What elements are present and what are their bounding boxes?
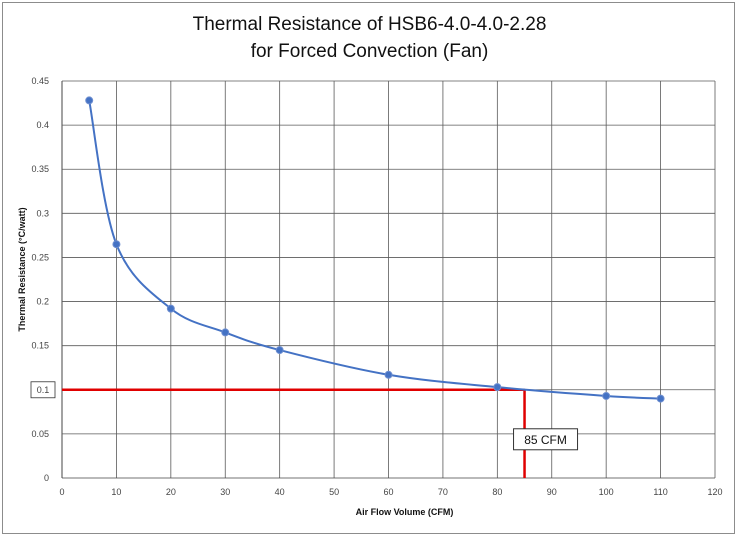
- x-tick-labels: 0 10 20 30 40 50 60 70 80 90 100 110 120: [59, 487, 722, 497]
- y-tick-labels: 0 0.05 0.15 0.2 0.25 0.3 0.35 0.4 0.45: [31, 76, 49, 483]
- x-tick-label: 90: [547, 487, 557, 497]
- data-point: [493, 383, 502, 392]
- x-tick-label: 70: [438, 487, 448, 497]
- chart-title: Thermal Resistance of HSB6-4.0-4.0-2.28: [192, 14, 547, 35]
- x-tick-label: 120: [707, 487, 722, 497]
- x-tick-label: 80: [492, 487, 502, 497]
- data-point: [112, 240, 121, 249]
- data-point: [602, 391, 611, 400]
- callout-label: 85 CFM: [524, 433, 567, 447]
- x-tick-label: 100: [599, 487, 614, 497]
- callout-box: [513, 428, 579, 451]
- x-tick-label: 50: [329, 487, 339, 497]
- x-tick-label: 0: [59, 487, 64, 497]
- reference-y-label: 0.1: [37, 385, 50, 395]
- data-point: [166, 304, 175, 313]
- x-tick-label: 60: [383, 487, 393, 497]
- x-tick-label: 30: [220, 487, 230, 497]
- y-tick-label: 0.4: [36, 120, 49, 130]
- y-tick-label: 0.05: [31, 429, 49, 439]
- series-line: [88, 100, 661, 400]
- y-axis-title: Thermal Resistance (°C/watt): [17, 207, 27, 331]
- grid-lines: [61, 80, 716, 479]
- y-tick-label: 0.2: [36, 297, 49, 307]
- x-tick-label: 20: [166, 487, 176, 497]
- reference-lines: 0.1 85 CFM: [30, 381, 579, 478]
- x-tick-label: 10: [111, 487, 121, 497]
- y-tick-label: 0.15: [31, 341, 49, 351]
- data-point: [656, 394, 665, 403]
- y-tick-label: 0.45: [31, 76, 49, 86]
- x-axis-title: Air Flow Volume (CFM): [356, 507, 454, 517]
- data-point: [384, 370, 393, 379]
- y-tick-label: 0.35: [31, 164, 49, 174]
- data-point: [221, 328, 230, 337]
- y-tick-label: 0: [44, 473, 49, 483]
- data-series: [85, 96, 665, 403]
- chart-subtitle: for Forced Convection (Fan): [250, 41, 489, 62]
- data-point: [275, 346, 284, 355]
- reference-y-label-box: [30, 381, 56, 399]
- x-tick-label: 40: [275, 487, 285, 497]
- data-point: [85, 96, 94, 105]
- y-tick-label: 0.25: [31, 252, 49, 262]
- y-tick-label: 0.3: [36, 208, 49, 218]
- x-tick-label: 110: [653, 487, 667, 497]
